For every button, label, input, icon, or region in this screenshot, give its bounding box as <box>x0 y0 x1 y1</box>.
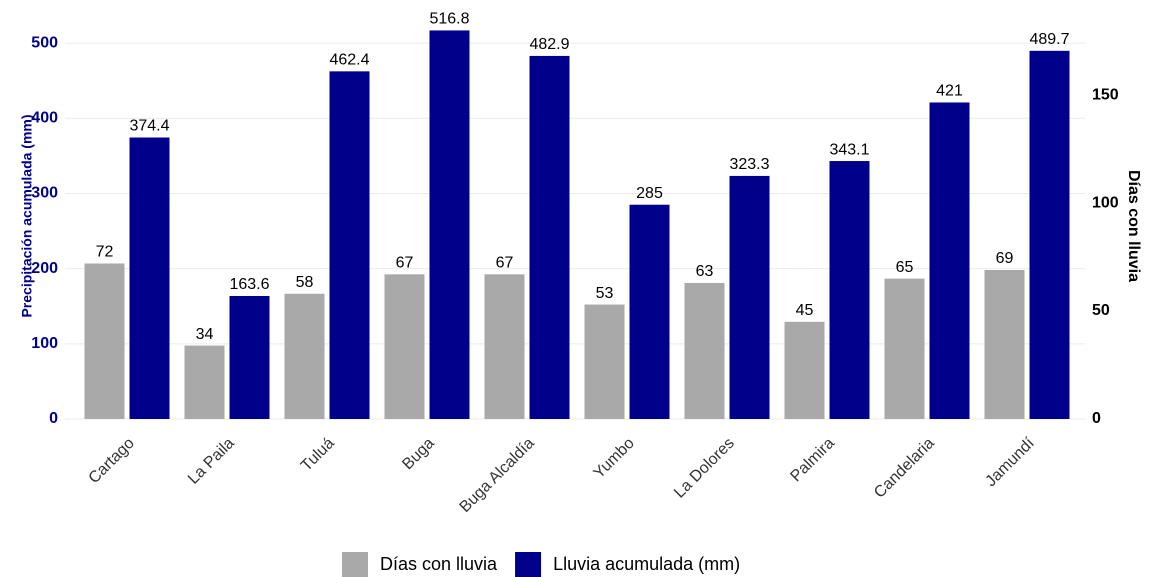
x-tick-label: La Dolores <box>671 435 738 502</box>
bar <box>329 71 370 420</box>
x-tick-label: La Paila <box>185 435 238 488</box>
bar <box>429 30 470 419</box>
y-tick-label: 300 <box>31 185 58 202</box>
bar <box>884 278 925 419</box>
x-tick-label: Buga Alcaldía <box>457 435 538 516</box>
value-label: 53 <box>596 285 614 302</box>
bar <box>384 274 425 419</box>
bar <box>229 295 270 419</box>
legend-label: Días con lluvia <box>380 554 498 574</box>
bar <box>584 304 625 419</box>
bar <box>784 321 825 419</box>
legend-label: Lluvia acumulada (mm) <box>553 554 740 574</box>
y2-tick-label: 150 <box>1092 86 1119 103</box>
x-tick-label: Jamundí <box>982 434 1038 490</box>
value-label: 343.1 <box>829 141 869 158</box>
bar <box>1029 50 1070 420</box>
value-label: 58 <box>296 274 314 291</box>
y-tick-label: 0 <box>49 410 58 427</box>
y2-axis-title: Días con lluvia <box>1125 170 1142 282</box>
y-tick-label: 200 <box>31 260 58 277</box>
value-label: 69 <box>996 250 1014 267</box>
value-label: 67 <box>496 255 514 272</box>
x-tick-label: Tuluá <box>298 435 338 475</box>
legend-swatch <box>515 552 542 577</box>
bar <box>284 293 325 419</box>
value-label: 63 <box>696 263 714 280</box>
x-tick-label: Yumbo <box>591 435 638 482</box>
value-label: 516.8 <box>429 11 469 28</box>
y2-tick-label: 50 <box>1092 302 1110 319</box>
bar <box>684 282 725 419</box>
y-axis-title: Precipitación acumulada (mm) <box>19 114 35 317</box>
value-label: 285 <box>636 185 663 202</box>
y-tick-label: 100 <box>31 335 58 352</box>
value-label: 65 <box>896 259 914 276</box>
bar <box>84 263 125 419</box>
y-tick-label: 500 <box>31 34 58 51</box>
x-tick-label: Buga <box>399 435 438 474</box>
bar <box>984 269 1025 419</box>
value-label: 45 <box>796 302 814 319</box>
legend-swatch <box>342 552 368 577</box>
x-tick-label: Candelaria <box>871 435 938 502</box>
bar <box>729 175 770 419</box>
value-label: 421 <box>936 83 963 100</box>
value-label: 462.4 <box>329 52 369 69</box>
bar <box>129 137 170 420</box>
value-label: 67 <box>396 255 414 272</box>
value-label: 323.3 <box>729 156 769 173</box>
bar <box>629 204 670 419</box>
bar <box>529 55 570 420</box>
bar <box>829 161 870 420</box>
bar <box>184 345 225 419</box>
value-label: 163.6 <box>229 276 269 293</box>
y-tick-label: 400 <box>31 109 58 126</box>
value-label: 374.4 <box>129 118 169 135</box>
bar <box>929 102 970 419</box>
y2-tick-label: 100 <box>1092 194 1119 211</box>
value-label: 482.9 <box>529 36 569 53</box>
x-tick-label: Palmira <box>787 435 837 485</box>
x-tick-label: Cartago <box>86 435 138 487</box>
y2-tick-label: 0 <box>1092 410 1101 427</box>
bar <box>484 274 525 419</box>
value-label: 72 <box>96 244 114 261</box>
value-label: 34 <box>196 326 214 343</box>
value-label: 489.7 <box>1029 31 1069 48</box>
